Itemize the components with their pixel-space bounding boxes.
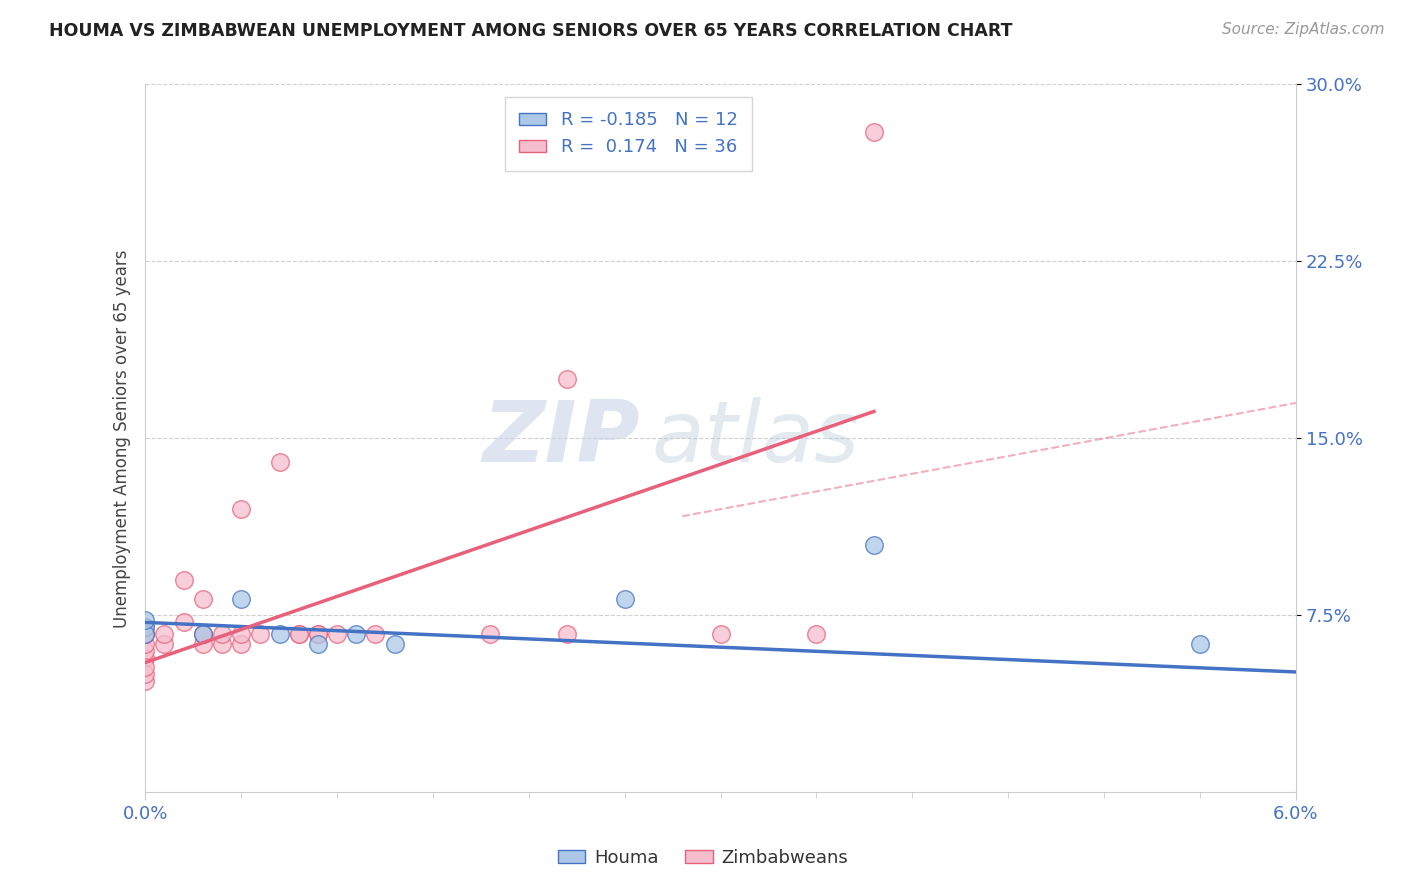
Point bbox=[134, 627, 156, 641]
Point bbox=[211, 637, 233, 651]
Point bbox=[191, 627, 214, 641]
Point bbox=[134, 674, 156, 689]
Point bbox=[555, 372, 578, 386]
Point bbox=[134, 613, 156, 627]
Point bbox=[191, 627, 214, 641]
Point bbox=[231, 627, 253, 641]
Point bbox=[134, 637, 156, 651]
Point bbox=[384, 637, 406, 651]
Point bbox=[134, 627, 156, 641]
Point bbox=[134, 627, 156, 641]
Legend: R = -0.185   N = 12, R =  0.174   N = 36: R = -0.185 N = 12, R = 0.174 N = 36 bbox=[505, 97, 752, 171]
Text: ZIP: ZIP bbox=[482, 397, 640, 480]
Point bbox=[269, 455, 291, 469]
Point bbox=[191, 637, 214, 651]
Point bbox=[134, 620, 156, 634]
Point bbox=[613, 591, 636, 606]
Text: Source: ZipAtlas.com: Source: ZipAtlas.com bbox=[1222, 22, 1385, 37]
Point bbox=[287, 627, 309, 641]
Point bbox=[134, 620, 156, 634]
Point bbox=[709, 627, 731, 641]
Text: atlas: atlas bbox=[651, 397, 859, 480]
Point bbox=[307, 627, 329, 641]
Text: HOUMA VS ZIMBABWEAN UNEMPLOYMENT AMONG SENIORS OVER 65 YEARS CORRELATION CHART: HOUMA VS ZIMBABWEAN UNEMPLOYMENT AMONG S… bbox=[49, 22, 1012, 40]
Point bbox=[307, 627, 329, 641]
Point bbox=[134, 667, 156, 681]
Point bbox=[134, 660, 156, 674]
Point bbox=[134, 650, 156, 665]
Point bbox=[191, 627, 214, 641]
Point bbox=[307, 637, 329, 651]
Point bbox=[806, 627, 828, 641]
Point bbox=[231, 502, 253, 516]
Point bbox=[231, 591, 253, 606]
Point bbox=[863, 537, 886, 551]
Point bbox=[863, 125, 886, 139]
Point bbox=[344, 627, 367, 641]
Point bbox=[364, 627, 387, 641]
Point bbox=[153, 627, 176, 641]
Point bbox=[173, 573, 195, 587]
Point bbox=[269, 627, 291, 641]
Point bbox=[249, 627, 271, 641]
Point bbox=[153, 637, 176, 651]
Point bbox=[211, 627, 233, 641]
Y-axis label: Unemployment Among Seniors over 65 years: Unemployment Among Seniors over 65 years bbox=[114, 249, 131, 628]
Point bbox=[173, 615, 195, 630]
Point bbox=[134, 644, 156, 658]
Point bbox=[479, 627, 502, 641]
Legend: Houma, Zimbabweans: Houma, Zimbabweans bbox=[551, 842, 855, 874]
Point bbox=[1188, 637, 1211, 651]
Point bbox=[231, 637, 253, 651]
Point bbox=[555, 627, 578, 641]
Point bbox=[191, 591, 214, 606]
Point bbox=[326, 627, 349, 641]
Point bbox=[287, 627, 309, 641]
